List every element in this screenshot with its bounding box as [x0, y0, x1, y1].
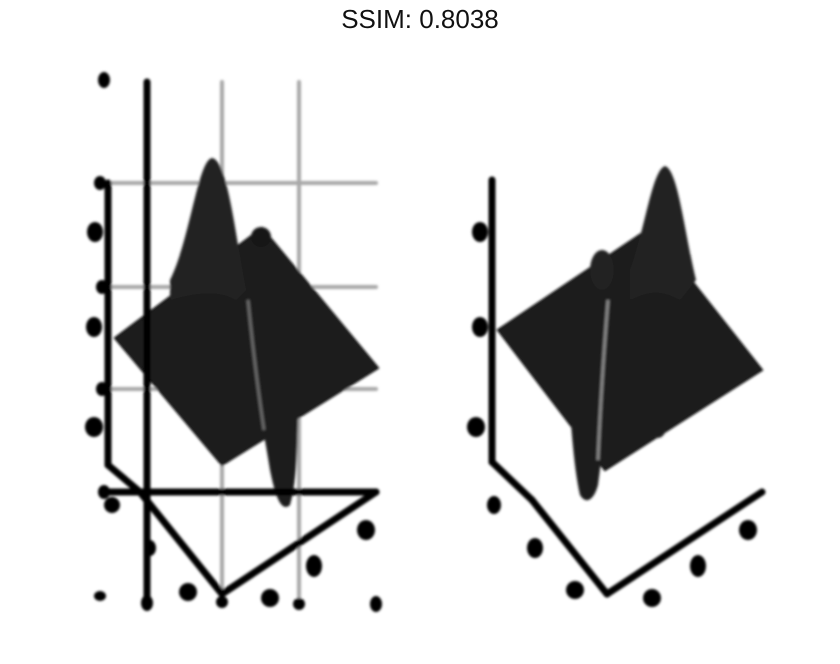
- left-tick-mark-13: [261, 589, 279, 607]
- left-axes: [104, 78, 380, 602]
- left-surface-peak: [170, 158, 246, 300]
- right-tick-mark-9: [739, 520, 757, 540]
- left-tick-mark-6: [96, 382, 108, 396]
- left-tick-mark-18: [293, 598, 305, 610]
- right-surface-plane: [496, 226, 764, 472]
- left-tick-mark-7: [85, 417, 103, 437]
- left-tick-mark-8: [98, 485, 110, 499]
- right-axis-corner: [488, 458, 536, 504]
- left-tick-mark-10: [144, 540, 156, 556]
- right-surface: [496, 166, 764, 501]
- left-tick-mark-4: [96, 280, 108, 294]
- left-axis-corner: [104, 461, 144, 496]
- left-tick-mark-2: [94, 176, 106, 190]
- left-tick-mark-15: [94, 591, 106, 601]
- right-axis-x: [528, 496, 611, 598]
- left-tick-mark-17: [216, 596, 228, 608]
- left-axis-y: [218, 488, 380, 598]
- right-tick-mark-8: [690, 555, 706, 577]
- left-axis-x: [136, 488, 226, 598]
- right-surface-peak: [630, 166, 696, 300]
- left-tick-mark-1: [98, 72, 110, 88]
- left-tick-mark-12: [306, 555, 322, 577]
- right-axes: [488, 176, 766, 598]
- left-surface-bump: [251, 227, 271, 247]
- left-tick-mark-19: [370, 596, 382, 612]
- right-surface-trough: [566, 340, 612, 501]
- right-surface-bump-2: [648, 402, 668, 438]
- right-surface-bump: [590, 250, 614, 290]
- right-tick-mark-7: [643, 589, 661, 607]
- right-tick-mark-5: [527, 538, 543, 558]
- right-tick-mark-3: [467, 417, 485, 437]
- right-tick-mark-1: [472, 222, 488, 242]
- right-axis-y: [603, 488, 766, 598]
- right-tick-mark-6: [566, 581, 584, 599]
- left-surface-ridge-highlight: [246, 299, 266, 431]
- right-tick-mark-2: [472, 317, 488, 337]
- right-surface-ridge-highlight: [596, 299, 610, 461]
- left-surface: [113, 158, 380, 507]
- left-tick-mark-11: [357, 520, 375, 540]
- left-surface-plot: [85, 72, 382, 612]
- left-tick-mark-3: [87, 222, 103, 242]
- left-tick-marks: [85, 72, 382, 612]
- right-surface-plot: [467, 166, 766, 607]
- right-tick-marks: [467, 222, 757, 607]
- left-tick-mark-5: [86, 317, 102, 337]
- chart-title: SSIM: 0.8038: [341, 4, 499, 34]
- left-surface-trough: [236, 320, 300, 507]
- right-tick-mark-4: [487, 496, 501, 514]
- left-tick-mark-14: [179, 583, 197, 601]
- left-tick-mark-16: [141, 595, 153, 611]
- left-tick-mark-9: [104, 497, 120, 513]
